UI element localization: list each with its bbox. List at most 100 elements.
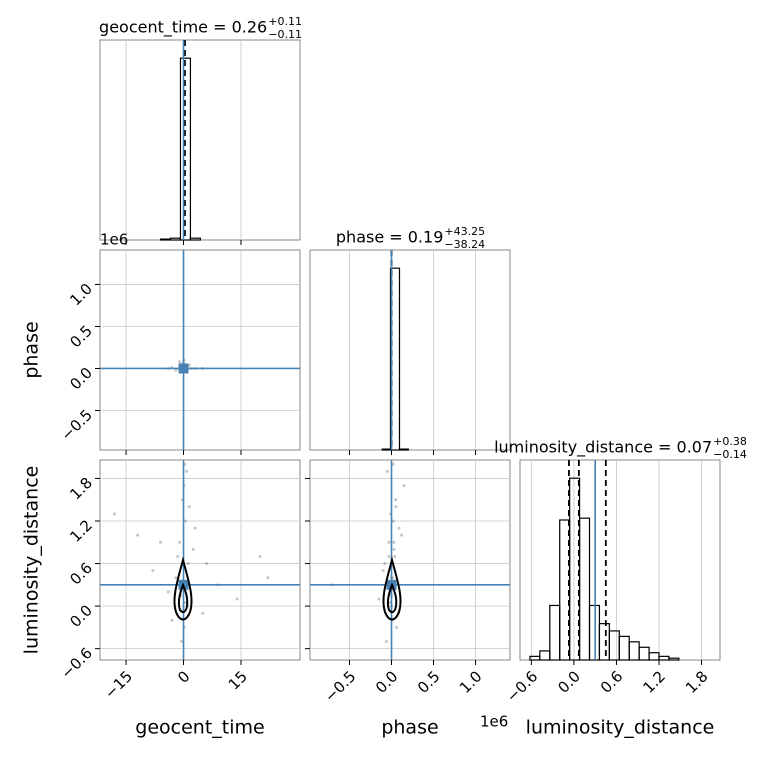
contour [387,582,398,614]
sample-point [187,505,191,509]
hist-bar [668,657,680,661]
x-tick-label: −0.6 [503,667,541,705]
sample-point [174,576,178,580]
sample-point [392,540,396,544]
sample-point [391,519,395,523]
sample-point [383,562,387,566]
axes-frame [309,249,511,451]
panel-title: geocent_time = 0.26 [99,18,267,38]
sample-point [113,512,117,516]
sample-point [393,554,397,558]
x-tick-label: −15 [101,667,136,702]
sample-point [394,505,398,509]
sample-point [377,597,381,601]
x-tick-label: −0.5 [321,667,359,705]
hist-bar [179,57,192,241]
hist-bar [159,238,172,241]
sample-point [174,368,178,372]
y-tick-label: 1.8 [66,474,96,504]
contour [178,582,189,614]
title-upper: +0.11 [268,15,302,28]
sample-point [391,462,395,466]
hist-bar [389,267,401,451]
x-tick-label: 0.5 [414,667,444,697]
sample-point [394,498,398,502]
sample-point [258,554,262,558]
y-tick-label: 1.2 [66,516,96,546]
sample-point [384,640,388,644]
sample-point [186,562,190,566]
sample-point [178,540,182,544]
sample-point [235,597,239,601]
sample-point [395,625,399,629]
contour [173,556,193,621]
x-axis-label: phase [381,717,438,739]
title-lower: −0.14 [713,448,747,461]
sample-point [151,569,155,573]
sample-point [183,519,187,523]
sample-point [176,554,180,558]
hist-bar [398,448,409,451]
sample-point [402,484,406,488]
x-tick-label: 1.0 [456,667,486,697]
sample-point [388,601,392,605]
x-tick-label: 0 [174,667,193,686]
sample-point [397,526,401,530]
sample-point [387,554,391,558]
title-upper: +43.25 [444,225,485,238]
sample-point [170,618,174,622]
axes-frame [99,39,301,241]
axes-frame [99,459,301,661]
sample-point [381,569,385,573]
x-tick-label: 0.0 [372,667,402,697]
x-axis-label: luminosity_distance [526,717,715,739]
y-tick-label: 0.6 [66,559,96,589]
y-tick-label: 0.0 [66,364,96,394]
sample-point [136,533,140,537]
contour [382,556,402,621]
sample-point [387,540,391,544]
y-tick-label: −0.6 [58,644,96,682]
x-tick-label: 0.6 [597,667,627,697]
sample-point [205,562,209,566]
sample-point [178,360,182,364]
sample-point [159,540,163,544]
sample-point [385,469,389,473]
contours [173,556,402,621]
y-tick-label: −0.5 [58,406,96,444]
hist-bar [578,517,591,661]
axes-frame [519,459,721,661]
x-tick-label: 15 [225,667,251,693]
sample-point [392,547,396,551]
x-tick-label: 1.8 [682,667,712,697]
title-lower: −38.24 [444,238,485,251]
sample-point [180,640,184,644]
sample-point [185,469,189,473]
panel-title: luminosity_distance = 0.07 [494,438,712,458]
panel-title: phase = 0.19 [336,228,443,247]
title-lower: −0.11 [268,28,302,41]
title-upper: +0.38 [713,435,747,448]
axes-frame [309,459,511,661]
sample-point [266,576,270,580]
y-tick-label: 1.0 [66,280,96,310]
y-tick-label: 0.5 [66,322,96,352]
sample-point [166,590,170,594]
y-axis-label: luminosity_distance [21,466,43,655]
y-axis-label: phase [21,321,43,378]
truth-marker [178,363,189,374]
sample-point [201,611,205,615]
x-tick-label: 0.0 [554,667,584,697]
sample-point [193,526,197,530]
hist-bar [381,448,392,451]
offset-label: 1e6 [100,231,128,249]
axes-frame [99,249,301,451]
x-axis-label: geocent_time [135,717,264,739]
sample-point [400,533,404,537]
hist-bar [189,237,201,241]
y-tick-label: 0.0 [66,601,96,631]
sample-point [191,547,195,551]
x-tick-label: 1.2 [639,667,669,697]
offset-label: 1e6 [480,713,508,731]
